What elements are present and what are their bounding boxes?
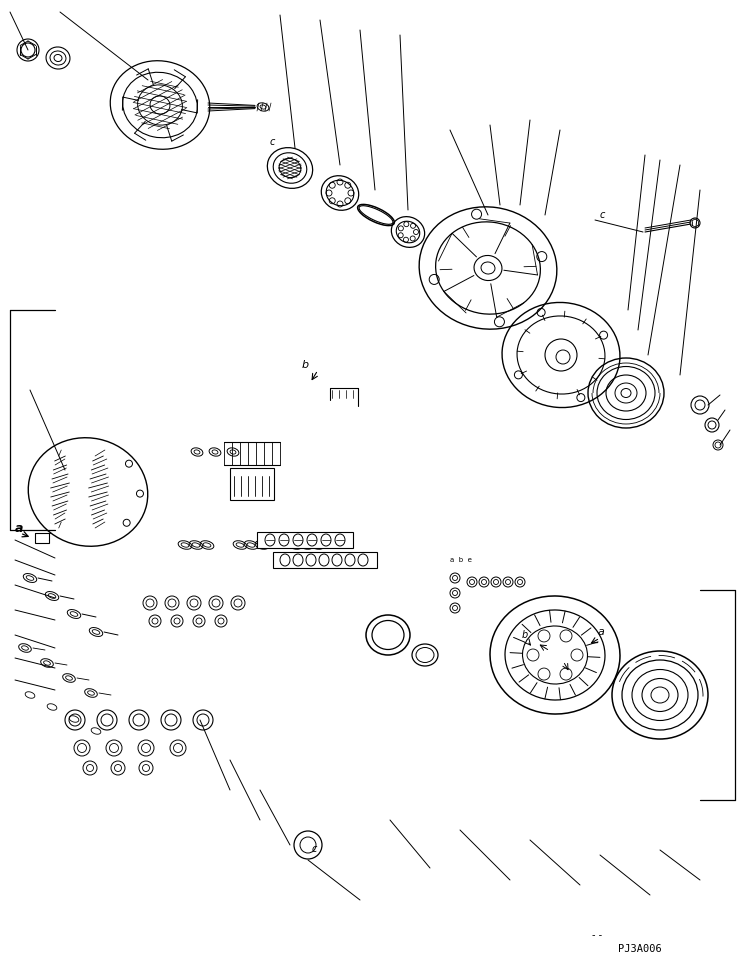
- Text: a: a: [598, 627, 605, 637]
- Ellipse shape: [293, 554, 303, 566]
- Ellipse shape: [358, 554, 368, 566]
- Bar: [35, 533, 49, 543]
- Text: b: b: [522, 630, 528, 640]
- Bar: [273, 552, 377, 568]
- Ellipse shape: [345, 554, 355, 566]
- Text: a  b  e: a b e: [450, 557, 472, 563]
- Bar: [230, 468, 274, 500]
- Text: c: c: [312, 844, 317, 854]
- Ellipse shape: [321, 534, 331, 546]
- Ellipse shape: [293, 534, 303, 546]
- Text: - -: - -: [592, 930, 602, 940]
- Ellipse shape: [265, 534, 275, 546]
- Bar: [257, 532, 353, 548]
- Text: PJ3A006: PJ3A006: [618, 944, 662, 954]
- Ellipse shape: [319, 554, 329, 566]
- Ellipse shape: [335, 534, 345, 546]
- Text: a: a: [15, 522, 24, 535]
- Ellipse shape: [280, 554, 290, 566]
- Ellipse shape: [279, 534, 289, 546]
- Text: b: b: [302, 360, 309, 370]
- Ellipse shape: [307, 534, 317, 546]
- Text: c: c: [600, 210, 605, 220]
- Text: c: c: [270, 137, 275, 147]
- Ellipse shape: [332, 554, 342, 566]
- Ellipse shape: [306, 554, 316, 566]
